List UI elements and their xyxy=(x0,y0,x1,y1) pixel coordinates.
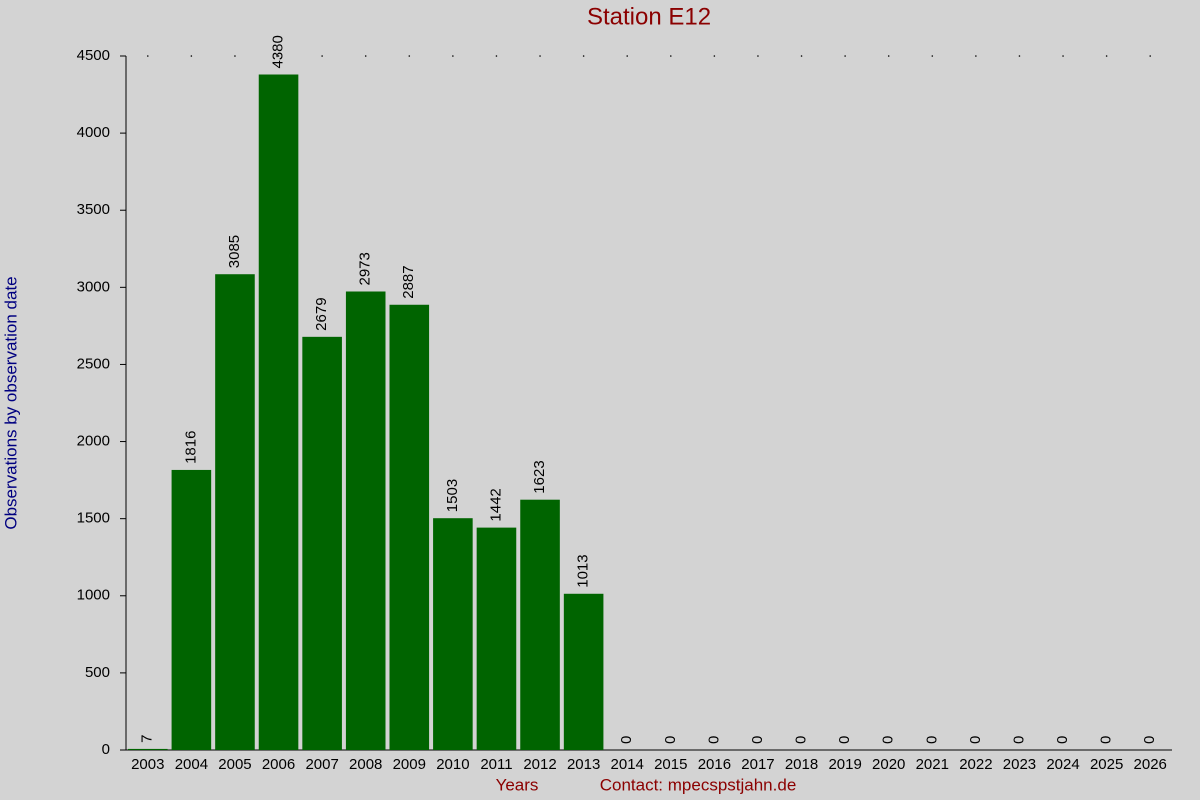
grid-dot xyxy=(582,55,585,57)
y-tick-label: 0 xyxy=(102,741,110,758)
value-label: 1623 xyxy=(531,460,548,493)
grid-dot xyxy=(887,55,890,57)
value-label: 0 xyxy=(705,736,722,744)
x-tick-label: 2023 xyxy=(1003,756,1036,773)
y-tick-label: 4500 xyxy=(77,47,110,64)
value-label: 3085 xyxy=(226,235,243,268)
bar xyxy=(563,593,604,750)
x-tick-label: 2024 xyxy=(1046,756,1079,773)
x-tick-label: 2022 xyxy=(959,756,992,773)
x-tick-label: 2018 xyxy=(785,756,818,773)
x-axis-title: Years xyxy=(496,775,539,794)
x-tick-label: 2008 xyxy=(349,756,382,773)
x-tick-label: 2004 xyxy=(175,756,208,773)
x-tick-label: 2017 xyxy=(741,756,774,773)
x-tick-label: 2016 xyxy=(698,756,731,773)
y-tick-label: 1500 xyxy=(77,510,110,527)
bar xyxy=(433,518,473,750)
bar xyxy=(171,469,212,750)
grid-dot xyxy=(452,55,454,57)
y-tick-label: 3500 xyxy=(77,201,110,218)
value-label: 1442 xyxy=(487,488,504,521)
value-label: 2973 xyxy=(357,252,374,285)
bar xyxy=(389,304,430,750)
bar xyxy=(215,274,255,750)
bar xyxy=(258,74,299,751)
x-tick-label: 2020 xyxy=(872,756,905,773)
value-label: 2679 xyxy=(313,297,330,330)
grid-dot xyxy=(844,55,846,57)
bar xyxy=(128,748,168,750)
x-tick-label: 2007 xyxy=(305,756,338,773)
x-tick-label: 2015 xyxy=(654,756,687,773)
x-tick-label: 2003 xyxy=(131,756,164,773)
grid-dot xyxy=(1062,55,1064,57)
bar xyxy=(520,499,560,750)
bar xyxy=(476,527,517,750)
y-tick-label: 1000 xyxy=(77,587,110,604)
x-tick-label: 2006 xyxy=(262,756,295,773)
bar xyxy=(302,336,342,750)
value-label: 0 xyxy=(836,736,853,744)
value-label: 2887 xyxy=(400,265,417,298)
value-label: 1816 xyxy=(182,431,199,464)
grid-dot xyxy=(364,55,367,57)
y-tick-label: 500 xyxy=(85,664,110,681)
value-label: 0 xyxy=(662,736,679,744)
grid-dot xyxy=(321,55,323,57)
y-tick-label: 3000 xyxy=(77,278,110,295)
y-axis-title: Observations by observation date xyxy=(1,276,20,529)
value-label: 0 xyxy=(793,736,810,744)
grid-dot xyxy=(800,55,803,57)
grid-dot xyxy=(146,55,149,57)
x-tick-label: 2021 xyxy=(916,756,949,773)
x-tick-label: 2005 xyxy=(218,756,251,773)
y-tick-label: 2500 xyxy=(77,355,110,372)
value-label: 4380 xyxy=(270,35,287,68)
value-label: 0 xyxy=(749,736,766,744)
value-label: 0 xyxy=(618,736,635,744)
value-label: 7 xyxy=(139,735,156,743)
grid-dot xyxy=(931,55,934,57)
value-label: 0 xyxy=(923,736,940,744)
value-label: 1503 xyxy=(444,479,461,512)
value-label: 0 xyxy=(1098,736,1115,744)
value-label: 0 xyxy=(1054,736,1071,744)
x-tick-label: 2025 xyxy=(1090,756,1123,773)
x-tick-label: 2013 xyxy=(567,756,600,773)
grid-dot xyxy=(1105,55,1108,57)
grid-dot xyxy=(713,55,716,57)
value-label: 0 xyxy=(880,736,897,744)
bar xyxy=(345,291,386,750)
x-tick-label: 2019 xyxy=(828,756,861,773)
grid-dot xyxy=(277,55,280,57)
x-tick-label: 2026 xyxy=(1134,756,1167,773)
contact-note: Contact: mpecspstjahn.de xyxy=(600,775,797,794)
grid-dot xyxy=(1018,55,1021,57)
value-label: 0 xyxy=(1141,736,1158,744)
value-label: 0 xyxy=(967,736,984,744)
chart-title: Station E12 xyxy=(587,3,711,30)
x-tick-label: 2010 xyxy=(436,756,469,773)
value-label: 0 xyxy=(1010,736,1027,744)
y-tick-label: 4000 xyxy=(77,124,110,141)
grid-dot xyxy=(539,55,541,57)
grid-dot xyxy=(190,55,193,57)
x-tick-label: 2011 xyxy=(480,756,512,773)
x-tick-label: 2012 xyxy=(523,756,556,773)
grid-dot xyxy=(495,55,498,57)
grid-dot xyxy=(757,55,759,57)
grid-dot xyxy=(1149,55,1152,57)
x-tick-label: 2009 xyxy=(393,756,426,773)
y-tick-label: 2000 xyxy=(77,433,110,450)
grid-dot xyxy=(669,55,672,57)
grid-dot xyxy=(234,55,236,57)
grid-dot xyxy=(626,55,629,57)
value-label: 1013 xyxy=(575,554,592,587)
grid-dot xyxy=(975,55,977,57)
grid-dot xyxy=(408,55,411,57)
x-tick-label: 2014 xyxy=(611,756,644,773)
